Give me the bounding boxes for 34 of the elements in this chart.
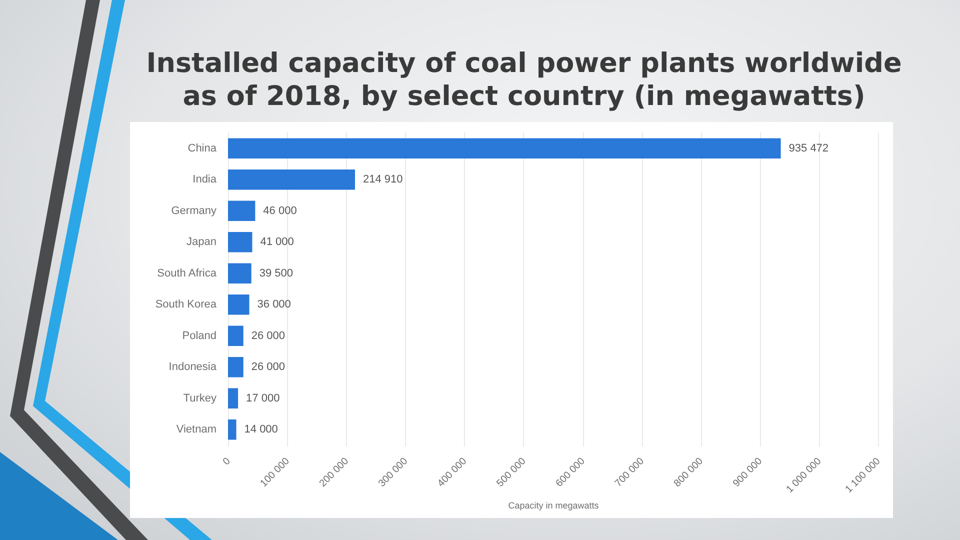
data-label: 46 000 (263, 204, 297, 217)
data-label: 36 000 (257, 298, 291, 311)
x-tick-label: 0 (221, 456, 234, 468)
y-tick-label: Indonesia (168, 361, 218, 374)
y-tick-label: South Korea (155, 298, 218, 311)
y-tick-label: India (192, 174, 218, 186)
y-tick-label: China (188, 142, 218, 154)
x-tick-label: 900 000 (731, 456, 765, 490)
y-tick-label: Vietnam (176, 424, 216, 436)
x-tick-label: 1 100 000 (844, 456, 884, 496)
data-label: 935 472 (788, 142, 829, 154)
x-tick-label: 800 000 (672, 456, 706, 490)
x-tick-label: 200 000 (318, 456, 352, 490)
x-tick-label: 600 000 (554, 456, 588, 490)
data-label: 41 000 (260, 236, 294, 248)
data-label: 26 000 (251, 330, 286, 342)
x-axis-title: Capacity in megawatts (508, 500, 600, 510)
y-tick-label: Germany (171, 204, 217, 217)
data-label: 39 500 (259, 267, 293, 280)
data-label: 214 910 (362, 174, 403, 186)
x-tick-label: 700 000 (613, 456, 647, 490)
y-tick-label: South Africa (157, 267, 218, 280)
data-label: 14 000 (244, 424, 278, 436)
x-tick-label: 300 000 (376, 456, 410, 490)
y-tick-label: Turkey (183, 392, 217, 404)
x-tick-label: 100 000 (258, 456, 292, 490)
x-tick-label: 500 000 (494, 456, 528, 490)
data-label: 17 000 (246, 392, 280, 404)
y-tick-label: Poland (182, 330, 216, 342)
x-tick-label: 1 000 000 (784, 456, 824, 496)
chart-title: Installed capacity of coal power plants worldwide as of 2018, by select country (in megawatts) (145, 47, 903, 113)
x-tick-label: 400 000 (436, 456, 470, 490)
data-label: 26 000 (251, 361, 286, 374)
y-tick-label: Japan (186, 236, 216, 248)
